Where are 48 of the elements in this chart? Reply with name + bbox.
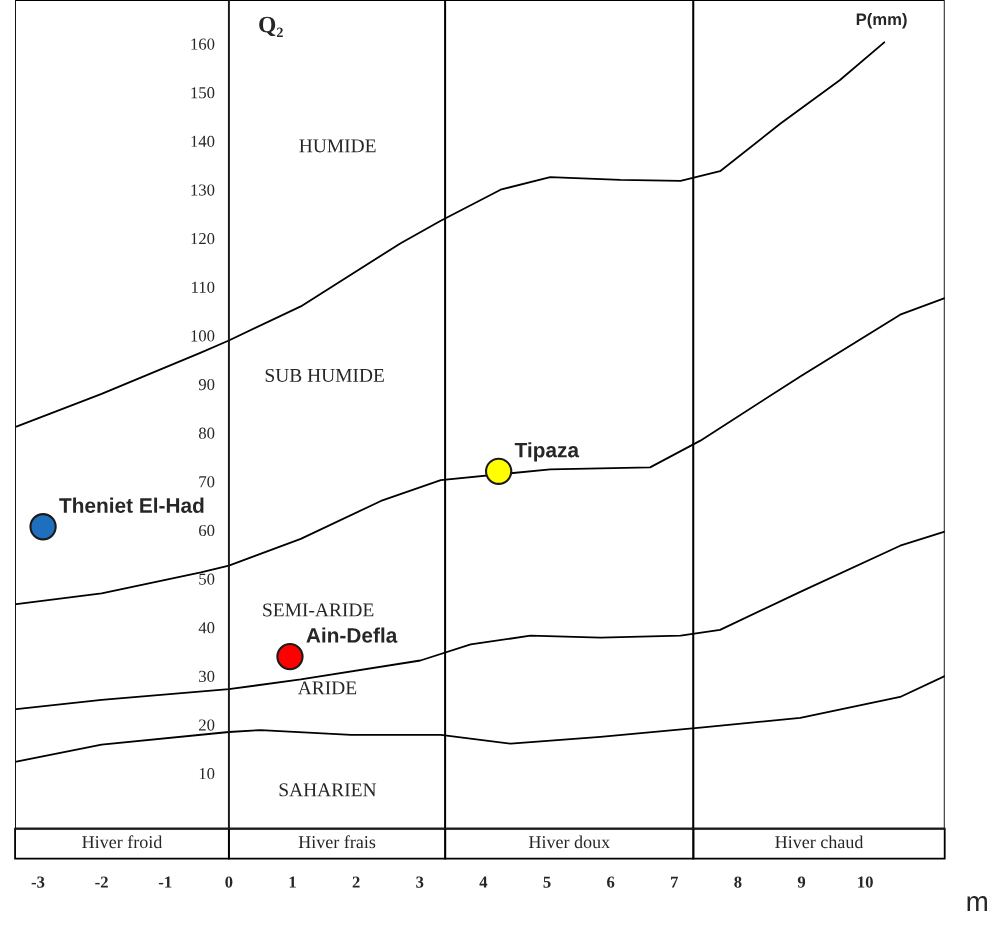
band-label: Hiver chaud [775, 835, 864, 849]
x-tick-label: 7 [671, 876, 679, 888]
annotation: SUB HUMIDE [265, 368, 384, 382]
x-tick-label: -2 [95, 876, 108, 888]
x-tick-label: 1 [289, 876, 296, 888]
x-tick-label: 8 [734, 876, 742, 888]
x-tick-label: 0 [225, 876, 233, 888]
y-tick-label: 40 [198, 622, 215, 634]
band-label: Hiver froid [82, 835, 163, 849]
annotation: ARIDE [297, 681, 357, 695]
annotation: P(mm) [856, 12, 907, 29]
x-tick-label: 4 [479, 876, 488, 888]
y-tick-label: 70 [199, 476, 215, 488]
y-axis-title: Q₂ [259, 16, 283, 37]
y-tick-label: 10 [199, 768, 215, 780]
y-tick-label: 120 [191, 233, 215, 245]
point [485, 457, 513, 485]
x-tick-label: 10 [858, 876, 873, 888]
x-tick-label: 3 [416, 876, 424, 888]
x-tick-label: -1 [158, 876, 172, 888]
series-label: Theniet El-Had [59, 497, 204, 513]
annotation: HUMIDE [299, 139, 376, 153]
annotation: SEMI-ARIDE [263, 603, 374, 617]
x-tick-label: -3 [31, 876, 45, 888]
y-tick-label: 100 [191, 330, 215, 342]
annotation: SAHARIEN [279, 783, 377, 797]
y-tick-label: 150 [191, 87, 215, 99]
y-tick-label: 20 [199, 719, 215, 731]
x-tick-label: 6 [607, 876, 615, 888]
x-tick-label: 9 [797, 876, 806, 888]
y-tick-label: 140 [191, 135, 215, 147]
x-tick-label: 2 [352, 876, 360, 888]
y-tick-label: 160 [191, 38, 215, 50]
point [276, 642, 304, 671]
series-label: Tipaza [514, 442, 580, 462]
y-tick-label: 90 [198, 378, 215, 391]
y-tick-label: 110 [192, 281, 215, 293]
y-tick-label: 30 [199, 670, 215, 682]
band-label: Hiver frais [298, 835, 376, 849]
point [29, 513, 57, 541]
y-tick-label: 130 [191, 184, 215, 196]
x-axis-title: m [967, 896, 987, 912]
band-label: Hiver doux [528, 835, 610, 849]
y-tick-label: 50 [199, 573, 215, 585]
y-tick-label: 60 [199, 524, 215, 537]
x-tick-label: 5 [543, 876, 551, 888]
y-tick-label: 80 [198, 427, 215, 439]
series-label: Ain-Defla [306, 627, 398, 643]
